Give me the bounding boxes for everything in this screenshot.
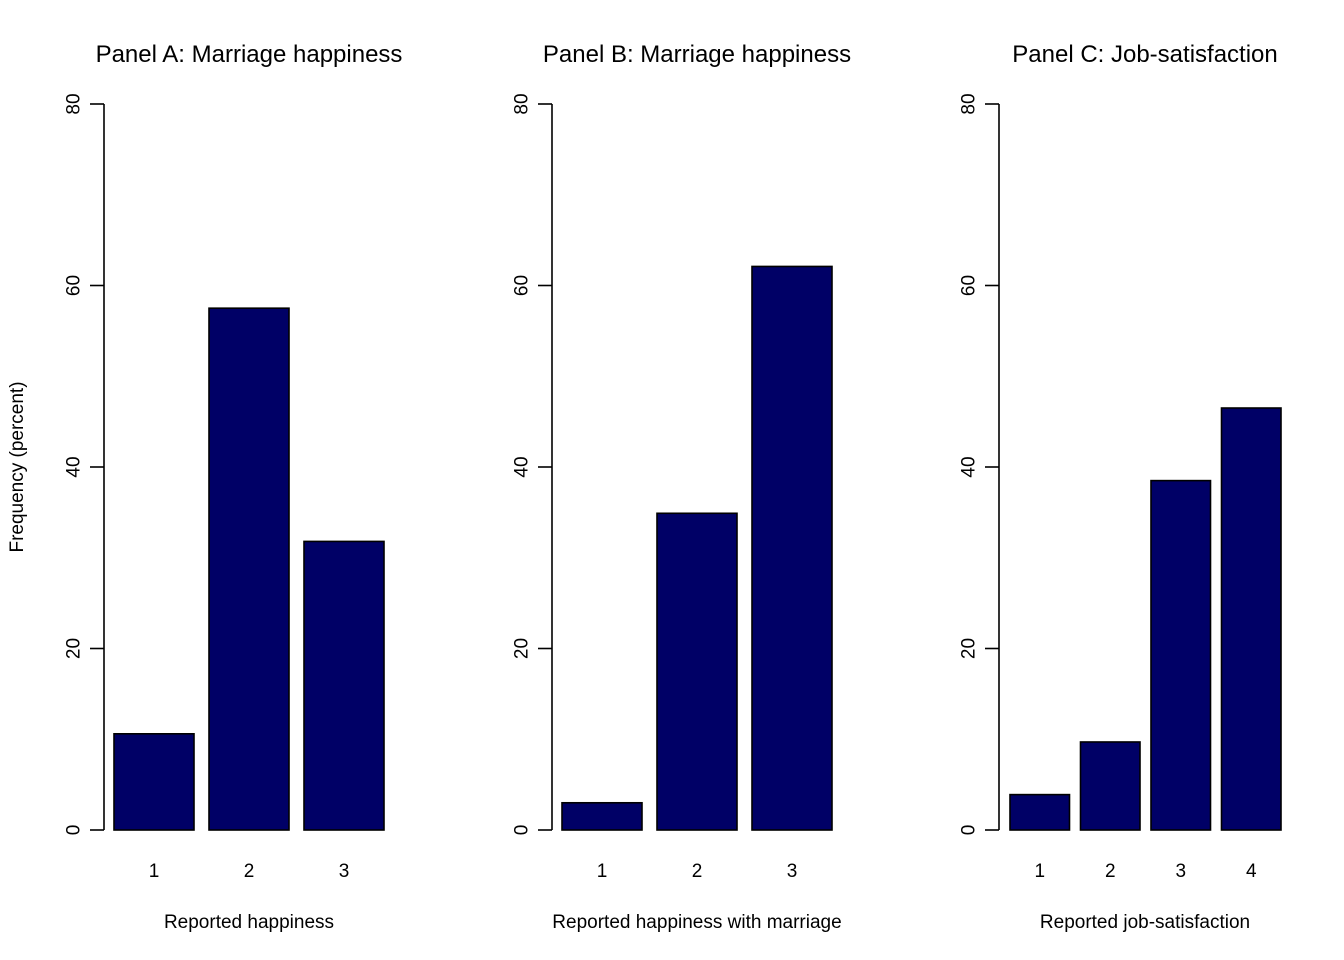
x-tick-label: 3 [1175,861,1186,882]
y-tick-label: 40 [512,456,533,477]
x-tick-label: 1 [597,861,608,882]
y-tick-label: 80 [512,93,533,114]
panel-title: Panel C: Job-satisfaction [1012,41,1277,68]
y-tick-label: 20 [64,638,85,659]
bar-1 [1009,793,1071,831]
x-tick-label: 1 [1034,861,1045,882]
bar-1 [561,801,643,831]
x-tick-label: 2 [1105,861,1116,882]
bar-2 [1079,741,1141,831]
panel-title: Panel B: Marriage happiness [543,41,851,68]
y-tick-label: 20 [959,638,980,659]
y-tick-label: 20 [512,638,533,659]
bar-2 [208,307,290,831]
x-axis-label: Reported happiness [164,912,334,933]
x-tick-label: 2 [244,861,255,882]
bar-1 [113,733,195,831]
bar-4 [1220,407,1282,831]
x-axis-label: Reported happiness with marriage [552,912,841,933]
x-tick-label: 2 [692,861,703,882]
y-tick-label: 80 [64,93,85,114]
bar-3 [303,540,385,831]
y-tick-label: 0 [512,825,533,836]
y-axis-label: Frequency (percent) [7,381,28,552]
x-tick-label: 4 [1246,861,1257,882]
x-tick-label: 3 [787,861,798,882]
y-tick-label: 60 [512,275,533,296]
x-axis-label: Reported job-satisfaction [1040,912,1250,933]
y-tick-label: 60 [959,275,980,296]
panel-title: Panel A: Marriage happiness [96,41,403,68]
y-tick-label: 40 [64,456,85,477]
x-tick-label: 3 [339,861,350,882]
y-tick-label: 60 [64,275,85,296]
chart-panel-2: Panel B: Marriage happiness 0 20 40 60 80 1 2 3 R… [512,41,851,933]
chart-panel-3: Panel C: Job-satisfaction 0 20 40 60 80 1 2 3 4 Re… [959,41,1282,933]
bar-3 [1150,479,1212,831]
y-tick-label: 40 [959,456,980,477]
bar-2 [656,512,738,831]
y-tick-label: 80 [959,93,980,114]
chart-panel-1: Panel A: Marriage happiness 0 20 40 60 80 1 2 3 R… [64,41,403,933]
bar-3 [751,265,833,831]
y-tick-label: 0 [959,825,980,836]
x-tick-label: 1 [149,861,160,882]
y-tick-label: 0 [64,825,85,836]
